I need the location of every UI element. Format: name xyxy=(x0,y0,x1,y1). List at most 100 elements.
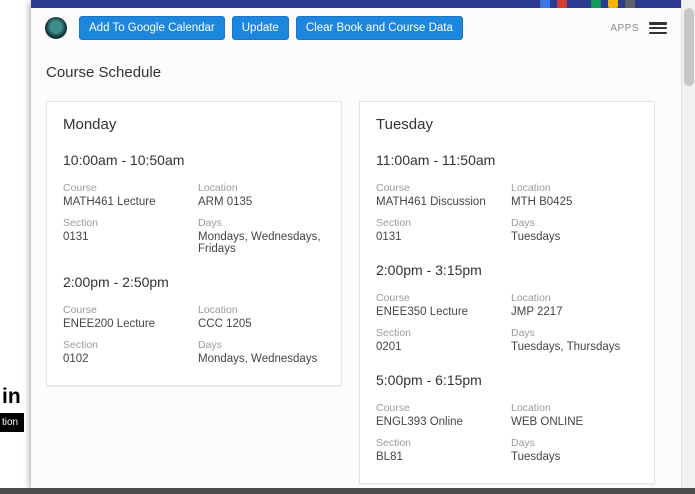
slot-field-course: Course ENEE200 Lecture xyxy=(63,304,190,330)
scrollbar-thumb[interactable] xyxy=(684,8,694,86)
slot-field-days: Days Mondays, Wednesdays xyxy=(198,339,325,365)
slot-field-section: Section 0131 xyxy=(376,217,503,243)
slot-field-location: Location MTH B0425 xyxy=(511,182,638,208)
slot-time: 2:00pm - 2:50pm xyxy=(63,274,169,290)
update-button[interactable]: Update xyxy=(231,16,289,40)
slot-time: 10:00am - 10:50am xyxy=(63,152,185,168)
day-title: Monday xyxy=(63,116,117,133)
slot-field-location: Location CCC 1205 xyxy=(198,304,325,330)
section-label: Section xyxy=(63,339,99,351)
schedule-cards: Monday 10:00am - 10:50am Course MATH461 Lec… xyxy=(46,101,666,484)
slot-field-location: Location ARM 0135 xyxy=(198,182,325,208)
schedule-slot: 5:00pm - 6:15pm Course ENGL393 Online Locat… xyxy=(376,372,638,463)
slot-field-section: Section 0131 xyxy=(63,217,190,255)
slot-field-section: Section 0102 xyxy=(63,339,190,365)
slot-field-course: Course ENGL393 Online xyxy=(376,402,503,428)
course-label: Course xyxy=(63,182,97,194)
course-schedule-title: Course Schedule xyxy=(46,64,162,81)
days-value: Tuesdays, Thursdays xyxy=(511,341,621,353)
slot-field-location: Location JMP 2217 xyxy=(511,292,638,318)
course-label: Course xyxy=(376,292,410,304)
course-label: Course xyxy=(376,402,410,414)
slot-field-days: Days Tuesdays xyxy=(511,437,638,463)
slot-grid: Course MATH461 Discussion Location MTH B042… xyxy=(376,182,638,243)
clear-book-course-data-button[interactable]: Clear Book and Course Data xyxy=(295,16,463,40)
course-value: MATH461 Lecture xyxy=(63,196,156,208)
slot-grid: Course ENGL393 Online Location WEB ONLINE Se… xyxy=(376,402,638,463)
days-label: Days xyxy=(511,437,535,449)
add-to-google-calendar-button[interactable]: Add To Google Calendar xyxy=(79,16,225,40)
app-navbar-edge xyxy=(31,0,681,8)
location-value: WEB ONLINE xyxy=(511,416,584,428)
schedule-slot: 2:00pm - 2:50pm Course ENEE200 Lecture Loca… xyxy=(63,274,325,365)
course-label: Course xyxy=(63,304,97,316)
section-value: 0102 xyxy=(63,353,89,365)
location-label: Location xyxy=(198,304,238,316)
browser-favicon-icon[interactable] xyxy=(591,0,601,8)
slot-field-days: Days Mondays, Wednesdays, Fridays xyxy=(198,217,325,255)
page-scrollbar[interactable] xyxy=(681,0,695,494)
slot-grid: Course MATH461 Lecture Location ARM 0135 Sec… xyxy=(63,182,325,255)
app-logo[interactable] xyxy=(45,17,67,39)
section-label: Section xyxy=(376,217,412,229)
section-label: Section xyxy=(376,327,412,339)
location-label: Location xyxy=(511,402,551,414)
slot-time: 5:00pm - 6:15pm xyxy=(376,372,482,388)
section-value: 0131 xyxy=(376,231,402,243)
course-label: Course xyxy=(376,182,410,194)
section-value: 0201 xyxy=(376,341,402,353)
schedule-slot: 10:00am - 10:50am Course MATH461 Lecture Lo… xyxy=(63,152,325,255)
location-label: Location xyxy=(198,182,238,194)
slot-field-section: Section 0201 xyxy=(376,327,503,353)
days-label: Days xyxy=(511,217,535,229)
location-value: MTH B0425 xyxy=(511,196,573,208)
course-value: ENEE200 Lecture xyxy=(63,318,156,330)
section-label: Section xyxy=(63,217,99,229)
course-value: ENGL393 Online xyxy=(376,416,463,428)
location-value: CCC 1205 xyxy=(198,318,252,330)
header-right: APPS xyxy=(610,22,667,34)
slot-field-course: Course MATH461 Discussion xyxy=(376,182,503,208)
slot-field-days: Days Tuesdays, Thursdays xyxy=(511,327,638,353)
hamburger-menu-icon[interactable] xyxy=(649,22,667,34)
app-header: Add To Google Calendar Update Clear Book… xyxy=(31,8,681,46)
days-label: Days xyxy=(198,217,222,229)
slot-time: 11:00am - 11:50am xyxy=(376,152,496,168)
section-label: Section xyxy=(376,437,412,449)
section-value: BL81 xyxy=(376,451,403,463)
app-panel: Add To Google Calendar Update Clear Book… xyxy=(31,0,681,488)
days-value: Tuesdays xyxy=(511,451,561,463)
browser-favicon-icon[interactable] xyxy=(540,0,550,8)
browser-favicon-icon[interactable] xyxy=(625,0,635,8)
slot-field-course: Course ENEE350 Lecture xyxy=(376,292,503,318)
slot-grid: Course ENEE350 Lecture Location JMP 2217 Sec… xyxy=(376,292,638,353)
days-value: Mondays, Wednesdays, Fridays xyxy=(198,231,321,255)
days-value: Mondays, Wednesdays xyxy=(198,353,318,365)
browser-favicon-icon[interactable] xyxy=(574,0,584,8)
day-title: Tuesday xyxy=(376,116,433,133)
browser-favicon-icon[interactable] xyxy=(608,0,618,8)
background-badge-fragment: tion xyxy=(0,413,25,432)
browser-favicon-icon[interactable] xyxy=(557,0,567,8)
slot-grid: Course ENEE200 Lecture Location CCC 1205 Sec… xyxy=(63,304,325,365)
location-label: Location xyxy=(511,292,551,304)
course-value: MATH461 Discussion xyxy=(376,196,486,208)
browser-icon-row xyxy=(540,0,635,10)
slot-field-course: Course MATH461 Lecture xyxy=(63,182,190,208)
course-value: ENEE350 Lecture xyxy=(376,306,469,318)
location-label: Location xyxy=(511,182,551,194)
location-value: JMP 2217 xyxy=(511,306,563,318)
day-card-monday: Monday 10:00am - 10:50am Course MATH461 Lec… xyxy=(46,101,342,386)
slot-field-days: Days Tuesdays xyxy=(511,217,638,243)
bottom-edge-strip xyxy=(0,488,695,494)
slot-field-section: Section BL81 xyxy=(376,437,503,463)
schedule-content: Course Schedule Monday 10:00am - 10:50am C… xyxy=(31,46,681,488)
days-label: Days xyxy=(511,327,535,339)
background-text-fragment: in xyxy=(2,385,21,408)
day-card-tuesday: Tuesday 11:00am - 11:50am Course MATH461 Di… xyxy=(359,101,655,484)
slot-time: 2:00pm - 3:15pm xyxy=(376,262,482,278)
days-label: Days xyxy=(198,339,222,351)
apps-label[interactable]: APPS xyxy=(610,22,639,34)
location-value: ARM 0135 xyxy=(198,196,253,208)
schedule-slot: 11:00am - 11:50am Course MATH461 Discussio… xyxy=(376,152,638,243)
